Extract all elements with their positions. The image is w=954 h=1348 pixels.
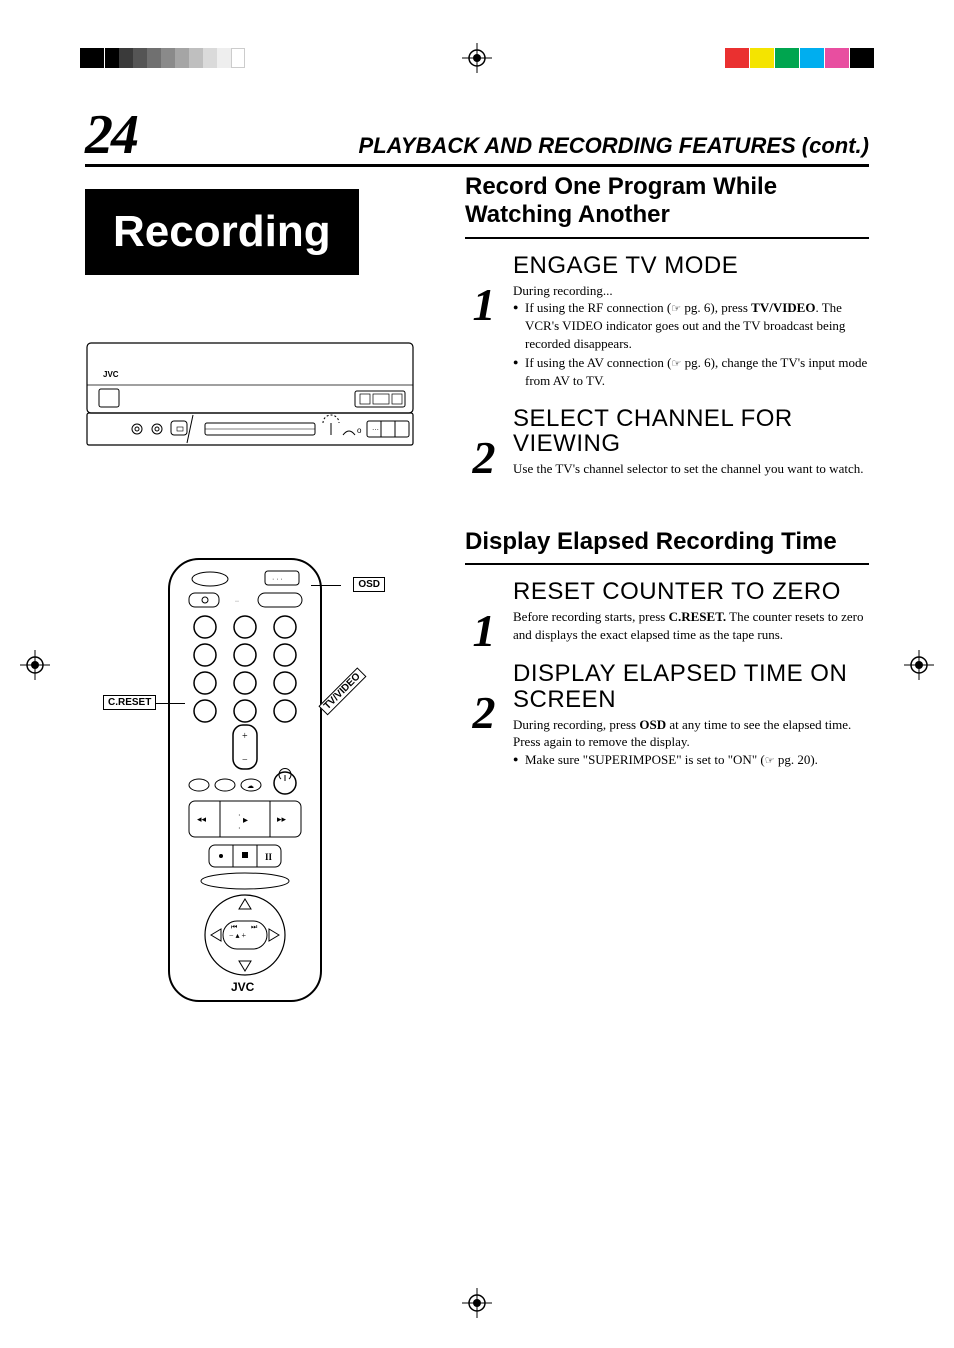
header-title: PLAYBACK AND RECORDING FEATURES (cont.) <box>359 133 869 159</box>
left-column: Recording JVC <box>85 173 435 1010</box>
svg-text:JVC: JVC <box>103 370 119 379</box>
callout-line-creset <box>155 703 185 704</box>
step-bullet: If using the RF connection (☞ pg. 6), pr… <box>513 299 869 352</box>
page-number: 24 <box>85 110 137 160</box>
svg-text:·: · <box>238 811 241 820</box>
step-select-channel: 2 SELECT CHANNEL FOR VIEWING Use the TV'… <box>465 406 869 478</box>
svg-text:··: ·· <box>235 599 239 605</box>
crop-color-bar-left <box>80 48 245 68</box>
registration-mark-left <box>20 650 50 680</box>
callout-line-osd <box>311 585 341 586</box>
svg-text:▸: ▸ <box>243 815 248 826</box>
svg-text:o: o <box>357 426 362 435</box>
step-heading: RESET COUNTER TO ZERO <box>513 579 869 604</box>
main-heading: Recording <box>85 189 359 275</box>
remote-illustration: · · · ·· <box>165 555 325 1010</box>
callout-osd: OSD <box>353 577 385 592</box>
step-number: 1 <box>465 253 501 392</box>
svg-text:· · ·: · · · <box>272 576 283 583</box>
step-number: 1 <box>465 579 501 647</box>
svg-text:+: + <box>242 731 248 742</box>
step-bullet: If using the AV connection (☞ pg. 6), ch… <box>513 354 869 389</box>
svg-text:☁: ☁ <box>247 782 254 790</box>
step-lead: During recording... <box>513 282 869 300</box>
svg-text:−: − <box>242 755 248 766</box>
page-content: 24 PLAYBACK AND RECORDING FEATURES (cont… <box>85 110 869 1010</box>
step-text: Before recording starts, press C.RESET. … <box>513 608 869 643</box>
section-title-elapsed: Display Elapsed Recording Time <box>465 528 869 556</box>
svg-text:◂◂: ◂◂ <box>197 814 207 824</box>
step-reset-counter: 1 RESET COUNTER TO ZERO Before recording… <box>465 579 869 647</box>
svg-text:II: II <box>265 852 273 862</box>
section-rule <box>465 563 869 565</box>
gray-step-wedge <box>105 48 245 68</box>
svg-text:▸▸: ▸▸ <box>277 814 287 824</box>
step-engage-tv: 1 ENGAGE TV MODE During recording... If … <box>465 253 869 392</box>
step-bullet: Make sure "SUPERIMPOSE" is set to "ON" (… <box>513 751 869 769</box>
callout-creset: C.RESET <box>103 695 156 710</box>
step-number: 2 <box>465 661 501 770</box>
svg-text:JVC: JVC <box>231 980 255 994</box>
section-title-record-watch: Record One Program While Watching Anothe… <box>465 173 869 228</box>
right-column: Record One Program While Watching Anothe… <box>465 173 869 1010</box>
step-text: During recording... If using the RF conn… <box>513 282 869 390</box>
registration-mark-bottom <box>462 1288 492 1318</box>
registration-mark-right <box>904 650 934 680</box>
svg-text:···: ··· <box>372 426 379 434</box>
vcr-illustration: JVC <box>85 335 415 455</box>
svg-text:⏭: ⏭ <box>251 923 258 931</box>
svg-text:⏮: ⏮ <box>231 923 237 931</box>
step-display-elapsed: 2 DISPLAY ELAPSED TIME ON SCREEN During … <box>465 661 869 770</box>
step-heading: SELECT CHANNEL FOR VIEWING <box>513 406 869 456</box>
step-number: 2 <box>465 406 501 478</box>
svg-text:·: · <box>238 824 241 833</box>
callout-tvvideo: TV/VIDEO <box>319 668 367 716</box>
step-text: Use the TV's channel selector to set the… <box>513 460 869 478</box>
remote-illustration-container: OSD C.RESET TV/VIDEO · · · ·· <box>125 555 365 1010</box>
step-text: During recording, press OSD at any time … <box>513 716 869 769</box>
crop-color-bar-right <box>725 48 874 68</box>
section-rule <box>465 237 869 239</box>
svg-text:− ▴ +: − ▴ + <box>229 931 247 940</box>
step-heading: ENGAGE TV MODE <box>513 253 869 278</box>
registration-mark-top <box>462 43 492 73</box>
page-header: 24 PLAYBACK AND RECORDING FEATURES (cont… <box>85 110 869 167</box>
step-heading: DISPLAY ELAPSED TIME ON SCREEN <box>513 661 869 711</box>
